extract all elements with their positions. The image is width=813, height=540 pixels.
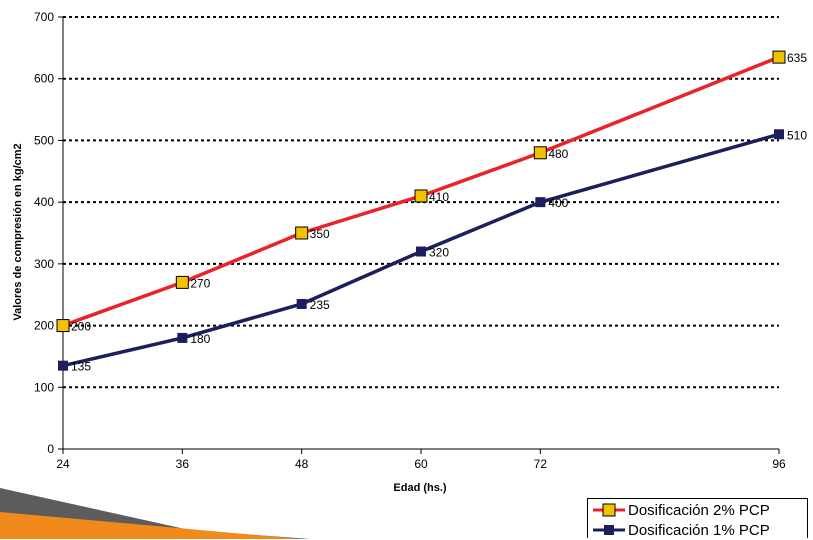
series-1-marker-5 [774, 129, 784, 140]
series-1-marker-3 [416, 246, 426, 257]
x-tick-label-72: 72 [534, 457, 548, 471]
series-1-marker-4 [535, 197, 546, 208]
series-0-marker-0 [56, 319, 70, 333]
x-tick-label-36: 36 [176, 457, 190, 471]
series-line-1 [62, 132, 780, 368]
series-0-data-label-5: 635 [787, 51, 807, 65]
y-tick-label-400: 400 [34, 195, 54, 209]
x-tick-label-48: 48 [295, 457, 309, 471]
y-tick-label-100: 100 [34, 380, 54, 394]
series-1-marker-2 [296, 298, 307, 309]
y-axis-title: Valores de compresión en kg/cm2 [12, 143, 24, 320]
y-tick-label-500: 500 [34, 133, 54, 147]
series-1-data-label-5: 510 [787, 128, 807, 142]
series-1-data-label-4: 400 [548, 196, 568, 210]
y-tick-label-700: 700 [34, 10, 54, 24]
y-tick-label-0: 0 [47, 442, 54, 456]
series-0-marker-5 [772, 50, 786, 64]
series-0-data-label-2: 350 [310, 227, 330, 241]
series-1-data-label-2: 235 [310, 298, 330, 312]
series-0-marker-2 [295, 226, 309, 240]
decorative-orange-band [0, 512, 300, 539]
series-0-data-label-4: 480 [548, 147, 568, 161]
y-tick-label-200: 200 [34, 319, 54, 333]
x-tick-label-96: 96 [772, 457, 786, 471]
series-0-marker-1 [175, 275, 189, 289]
series-1-marker-0 [58, 360, 68, 371]
series-0-data-label-0: 200 [71, 320, 91, 334]
series-0-marker-3 [414, 189, 428, 203]
series-0-data-label-1: 270 [190, 276, 210, 290]
legend-item-2pct: Dosificación 2% PCP [592, 500, 770, 520]
series-0-marker-4 [533, 146, 547, 160]
legend-swatch-1pct [593, 525, 625, 535]
series-1-data-label-1: 180 [190, 332, 210, 346]
x-tick-label-60: 60 [414, 457, 428, 471]
legend-swatch-2pct [593, 503, 625, 517]
x-tick-label-24: 24 [56, 457, 70, 471]
series-1-marker-1 [177, 332, 188, 343]
legend-item-1pct: Dosificación 1% PCP [592, 520, 770, 540]
legend-label-1pct: Dosificación 1% PCP [628, 521, 770, 539]
series-0-data-label-3: 410 [429, 190, 449, 204]
x-axis-title: Edad (hs.) [393, 482, 447, 494]
series-line-0 [62, 55, 780, 328]
y-tick-label-600: 600 [34, 72, 54, 86]
y-tick-label-300: 300 [34, 257, 54, 271]
series-1-data-label-0: 135 [71, 360, 91, 374]
legend-label-2pct: Dosificación 2% PCP [628, 501, 770, 519]
legend: Dosificación 2% PCP Dosificación 1% PCP [587, 498, 808, 540]
decorative-grey-band [0, 488, 310, 539]
series-1-data-label-3: 320 [429, 246, 449, 260]
